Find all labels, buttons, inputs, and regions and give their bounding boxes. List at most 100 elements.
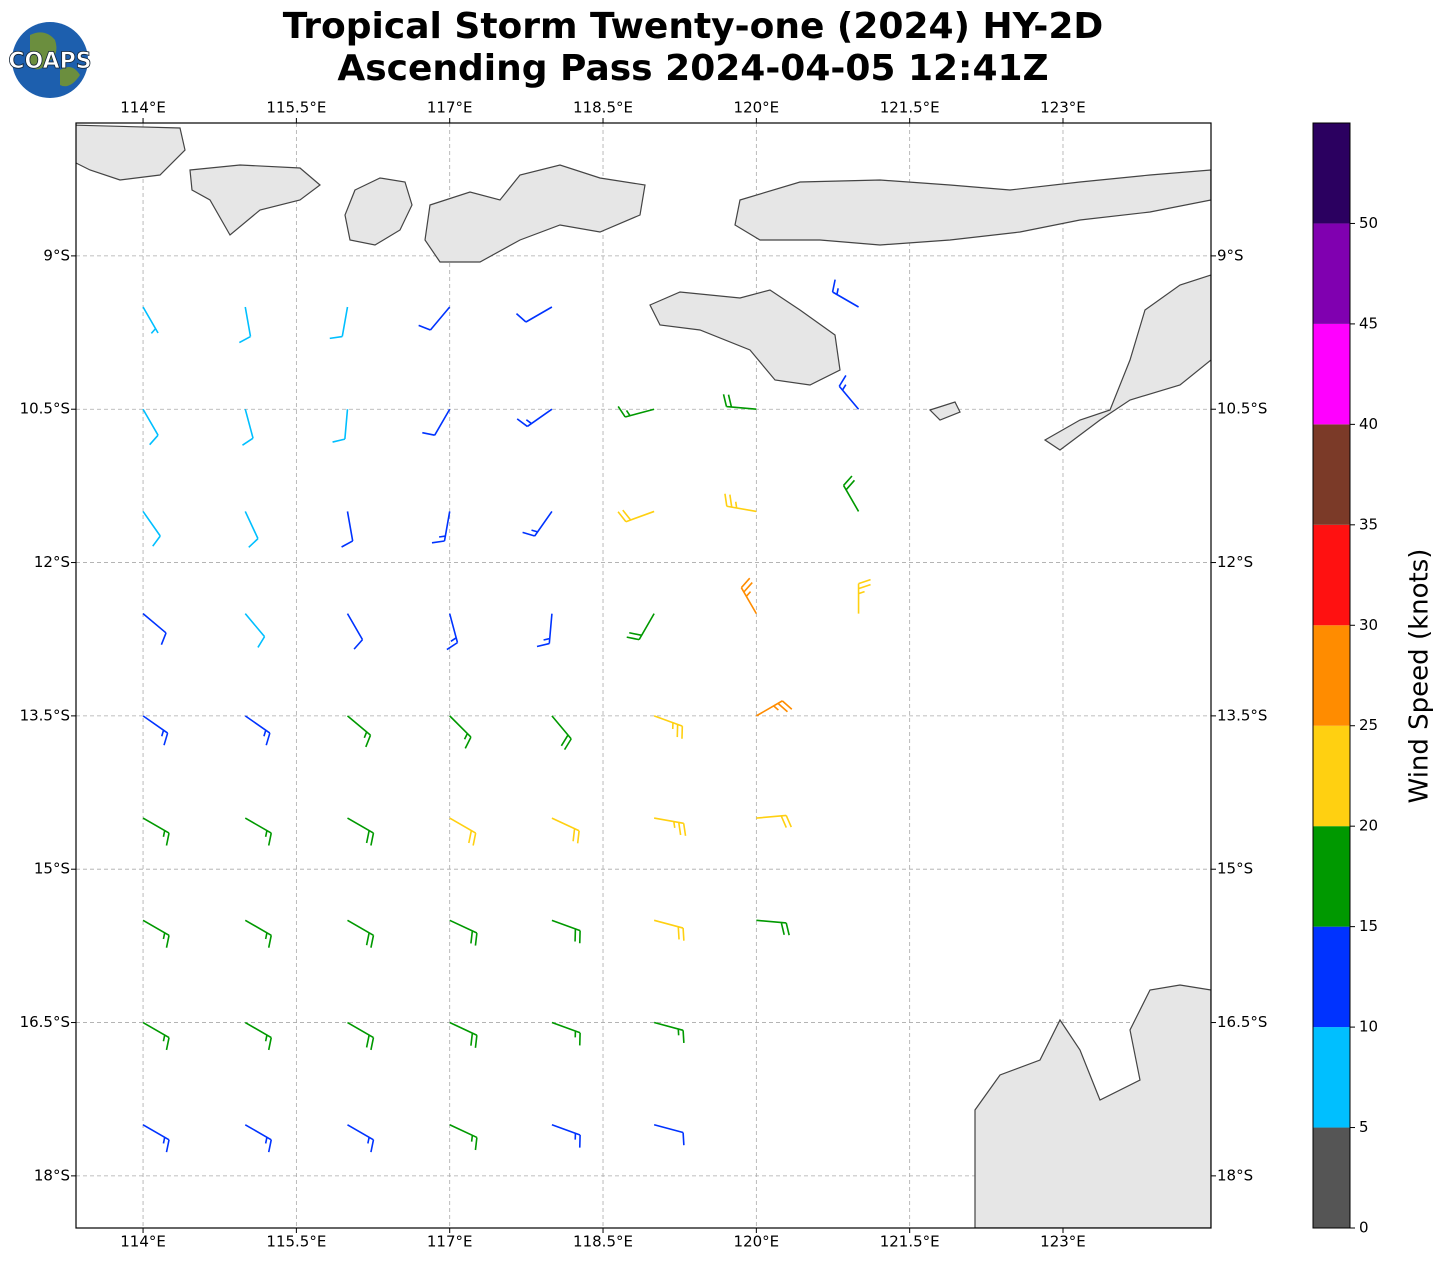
wind-barb bbox=[516, 408, 553, 428]
wind-barb bbox=[341, 511, 354, 548]
barbs bbox=[142, 279, 871, 1153]
y-tick-label: 9°S bbox=[1217, 246, 1244, 264]
wind-barb bbox=[831, 279, 859, 308]
wind-barb bbox=[449, 919, 478, 946]
title-line: Tropical Storm Twenty-one (2024) HY-2D bbox=[283, 6, 1104, 47]
logo-text: COAPS bbox=[8, 49, 91, 74]
wind-barb bbox=[431, 511, 451, 544]
wind-barb bbox=[842, 475, 860, 512]
wind-barb bbox=[244, 511, 259, 548]
wind-barb bbox=[142, 613, 167, 645]
colorbar-tick-label: 50 bbox=[1359, 214, 1378, 232]
wind-barb bbox=[626, 613, 655, 641]
island bbox=[189, 164, 321, 236]
colorbar-segment bbox=[1313, 625, 1350, 726]
colorbar-tick-label: 5 bbox=[1359, 1118, 1369, 1136]
wind-barb bbox=[653, 715, 684, 739]
y-tick-label: 16.5°S bbox=[1217, 1013, 1267, 1031]
wind-barb bbox=[522, 510, 553, 537]
x-tick-label: 118.5°E bbox=[573, 1233, 633, 1251]
island bbox=[649, 289, 841, 386]
colorbar-segment bbox=[1313, 323, 1350, 425]
wind-barb bbox=[515, 306, 553, 323]
x-tick-label: 117°E bbox=[427, 99, 473, 117]
x-tick-label: 121.5°E bbox=[880, 1233, 940, 1251]
wind-barb bbox=[724, 493, 757, 513]
wind-barb bbox=[756, 814, 792, 828]
y-tick-label: 13.5°S bbox=[20, 706, 70, 724]
colorbar-segment bbox=[1313, 424, 1350, 525]
colorbar-tick-label: 20 bbox=[1359, 817, 1378, 835]
logo-land bbox=[30, 32, 80, 87]
wind-barb bbox=[756, 919, 790, 936]
y-tick-label: 18°S bbox=[1217, 1166, 1253, 1184]
wind-barb bbox=[142, 919, 170, 948]
island bbox=[1043, 274, 1211, 451]
colorbar: 0 5 10 15 20 25 30 35 40 45 50 bbox=[1312, 122, 1378, 1237]
wind-barb bbox=[142, 1124, 170, 1153]
y-tick-label: 18°S bbox=[34, 1166, 70, 1184]
x-tick-label: 121.5°E bbox=[880, 99, 940, 117]
island bbox=[424, 164, 646, 263]
wind-barb bbox=[449, 1021, 478, 1048]
x-tick-label: 123°E bbox=[1040, 1233, 1086, 1251]
colorbar-tick-label: 0 bbox=[1359, 1219, 1369, 1237]
wind-barb bbox=[242, 409, 254, 446]
title-line: Ascending Pass 2024-04-05 12:41Z bbox=[337, 48, 1048, 89]
wind-barb bbox=[551, 919, 581, 944]
wind-barb bbox=[617, 405, 655, 418]
wind-barb bbox=[551, 1021, 581, 1046]
plot-frame bbox=[75, 122, 1212, 1229]
wind-barb bbox=[418, 306, 451, 331]
x-tick-label: 115.5°E bbox=[266, 99, 326, 117]
wind-barb bbox=[347, 919, 375, 948]
wind-barb bbox=[142, 306, 159, 334]
y-tick-label: 10.5°S bbox=[20, 400, 70, 418]
wind-barb bbox=[329, 306, 349, 340]
x-tick-label: 123°E bbox=[1040, 99, 1086, 117]
colorbar-label: Wind Speed (knots) bbox=[1405, 549, 1435, 804]
colorbar-segment bbox=[1313, 725, 1350, 827]
wind-barb bbox=[332, 409, 349, 443]
island bbox=[928, 401, 961, 421]
wind-barb bbox=[347, 1021, 375, 1051]
logo: COAPS bbox=[8, 22, 92, 98]
wind-barb bbox=[347, 1124, 375, 1153]
colorbar-tick-label: 30 bbox=[1359, 616, 1378, 634]
wind-barb bbox=[422, 408, 451, 436]
wind-barb bbox=[244, 715, 271, 746]
wind-barb bbox=[551, 817, 580, 844]
y-tick-label: 15°S bbox=[1217, 860, 1253, 878]
colorbar-tick-label: 25 bbox=[1359, 716, 1378, 734]
colorbar-tick-label: 40 bbox=[1359, 415, 1378, 433]
wind-barb bbox=[653, 1021, 685, 1043]
x-tick-label: 114°E bbox=[120, 1233, 166, 1251]
wind-barb bbox=[449, 817, 477, 846]
colorbar-segment bbox=[1313, 1027, 1350, 1128]
wind-barb bbox=[347, 817, 375, 846]
island bbox=[344, 177, 413, 246]
wind-barb bbox=[142, 715, 169, 746]
colorbar-tick-label: 35 bbox=[1359, 515, 1378, 533]
colorbar-frame bbox=[1312, 122, 1351, 1229]
wind-barb bbox=[142, 817, 170, 846]
wind-barb bbox=[653, 1123, 685, 1146]
wind-barb bbox=[446, 613, 459, 651]
wind-barb bbox=[244, 613, 266, 648]
wind-barb bbox=[142, 510, 161, 547]
wind-barb bbox=[536, 613, 553, 648]
wind-barb bbox=[551, 1124, 581, 1148]
wind-barb bbox=[346, 613, 364, 650]
wind-barb bbox=[244, 817, 273, 846]
wind-barb bbox=[653, 817, 687, 836]
island bbox=[734, 169, 1211, 246]
colorbar-segment bbox=[1313, 123, 1350, 224]
wind-barb bbox=[740, 577, 758, 615]
y-tick-label: 13.5°S bbox=[1217, 706, 1267, 724]
coast bbox=[974, 984, 1211, 1228]
wind-barb bbox=[551, 715, 572, 751]
wind-barb bbox=[449, 715, 472, 749]
x-tick-label: 115.5°E bbox=[266, 1233, 326, 1251]
wind-barb bbox=[142, 408, 159, 446]
